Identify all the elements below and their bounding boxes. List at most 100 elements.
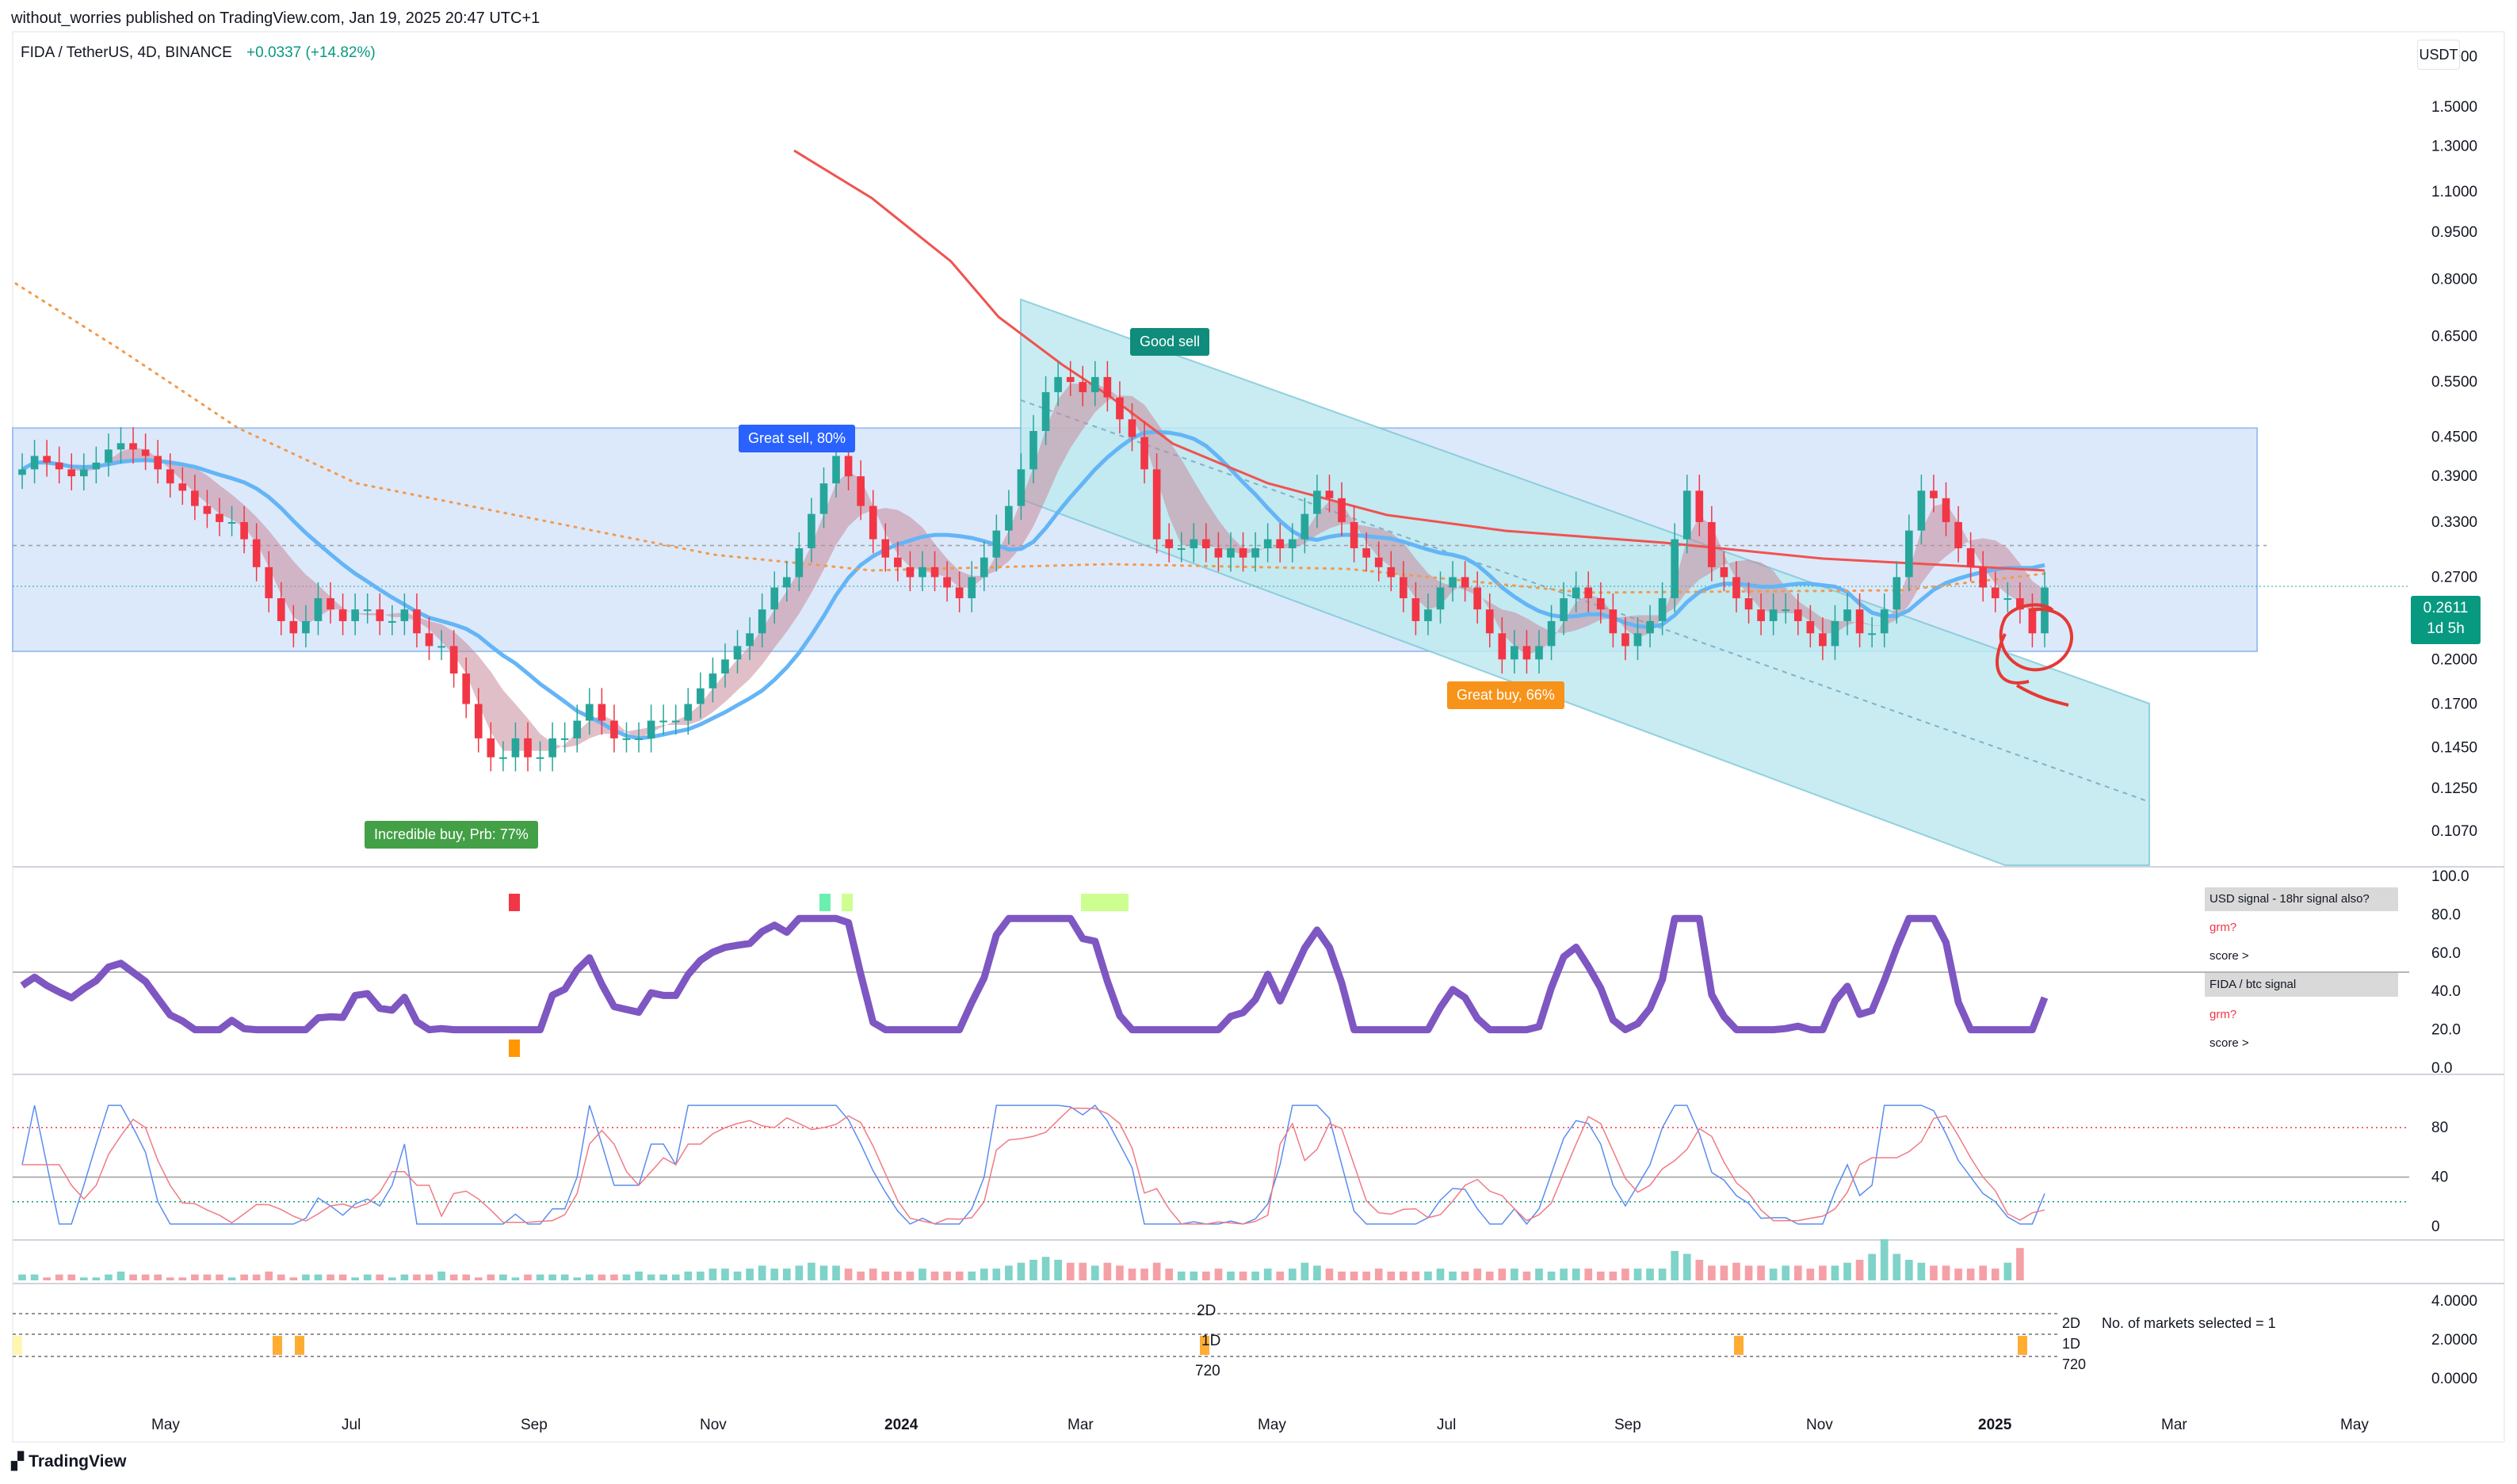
volume-bar xyxy=(1560,1268,1568,1280)
volume-bar xyxy=(1128,1268,1136,1280)
chart-frame xyxy=(12,31,2505,1443)
candle-body xyxy=(1880,609,1889,634)
volume-bar xyxy=(1954,1268,1962,1280)
oscillator-axis-label: 80.0 xyxy=(2431,906,2461,923)
volume-bar xyxy=(1411,1271,1420,1280)
volume-bar xyxy=(1152,1262,1161,1280)
price-axis-label: 1.5000 xyxy=(2431,99,2477,116)
volume-bar xyxy=(1855,1260,1864,1280)
candle-body xyxy=(2028,609,2037,634)
symbol-title[interactable]: FIDA / TetherUS, 4D, BINANCE xyxy=(21,44,232,61)
oscillator-axis-label: 0.0 xyxy=(2431,1060,2452,1077)
candle-body xyxy=(1905,530,1913,578)
candle-body xyxy=(67,469,76,477)
candle-body xyxy=(1165,539,1173,548)
time-axis-label: Nov xyxy=(700,1417,727,1433)
volume-bar xyxy=(1017,1262,1026,1280)
oscillator-axis-label: 100.0 xyxy=(2431,868,2469,885)
time-axis-label: Nov xyxy=(1806,1417,1833,1433)
volume-bar xyxy=(1806,1268,1815,1280)
table-score-2: score > xyxy=(2210,1036,2249,1050)
candle-body xyxy=(1066,376,1075,383)
candle-body xyxy=(536,757,544,759)
candle-body xyxy=(1152,469,1161,540)
candle-body xyxy=(449,646,458,674)
volume-bar xyxy=(1251,1271,1259,1280)
market-label-1d-right: 1D xyxy=(2062,1336,2081,1352)
time-axis-label: May xyxy=(151,1417,180,1433)
volume-bar xyxy=(1116,1265,1124,1280)
candle-body xyxy=(598,704,606,721)
candle-body xyxy=(1485,609,1494,634)
candle-body xyxy=(955,587,964,599)
price-axis-label: 0.2000 xyxy=(2431,651,2477,668)
candle-body xyxy=(1966,547,1975,567)
volume-bar xyxy=(1054,1260,1062,1280)
price-axis-label: 0.4500 xyxy=(2431,429,2477,446)
market-label-720: 720 xyxy=(1195,1363,1220,1379)
candle-body xyxy=(671,720,680,723)
candle-body xyxy=(129,443,137,450)
volume-bar xyxy=(166,1277,174,1280)
candle-body xyxy=(1400,577,1407,599)
candle-body xyxy=(684,704,693,721)
volume-bar xyxy=(992,1268,1001,1280)
volume-bar xyxy=(487,1274,495,1280)
candle-body xyxy=(610,720,618,738)
time-axis-label: May xyxy=(1258,1417,1286,1433)
candle-body xyxy=(2003,598,2012,601)
volume-bar xyxy=(1374,1268,1383,1280)
volume-bar xyxy=(437,1271,445,1280)
time-axis-label: Sep xyxy=(521,1417,548,1433)
candle-body xyxy=(1461,577,1469,588)
volume-bar xyxy=(18,1274,26,1280)
volume-bar xyxy=(1682,1253,1691,1280)
volume-bar xyxy=(758,1265,766,1280)
candle-body xyxy=(1362,547,1370,558)
candle-body xyxy=(105,449,113,463)
price-axis-label: 0.3900 xyxy=(2431,468,2477,485)
candle-body xyxy=(30,456,39,470)
volume-bar xyxy=(819,1265,828,1280)
candle-body xyxy=(1424,609,1432,621)
candle-body xyxy=(191,490,199,506)
volume-bar xyxy=(930,1271,939,1280)
candle-body xyxy=(1954,521,1962,548)
candle-body xyxy=(351,609,359,621)
candle-body xyxy=(1116,397,1124,420)
volume-bar xyxy=(1720,1265,1728,1280)
candle-body xyxy=(647,720,655,738)
candle-body xyxy=(1596,598,1605,610)
volume-bar xyxy=(1930,1265,1938,1280)
volume-bar xyxy=(906,1271,915,1280)
oscillator-line xyxy=(20,914,2049,1034)
price-change: +0.0337 (+14.82%) xyxy=(246,44,376,61)
volume-bar xyxy=(1301,1262,1309,1280)
signal-great-sell: Great sell, 80% xyxy=(739,425,856,452)
candle-body xyxy=(1819,633,1827,647)
time-axis-label: Jul xyxy=(1437,1417,1456,1433)
signal-marker xyxy=(819,894,831,911)
volume-bar xyxy=(1584,1268,1593,1280)
price-axis-label: 0.1250 xyxy=(2431,780,2477,797)
candle-body xyxy=(1793,609,1802,621)
candle-body xyxy=(327,598,334,610)
candle-body xyxy=(1535,646,1543,660)
volume-bar xyxy=(1905,1260,1913,1280)
volume-bar xyxy=(1880,1239,1889,1280)
volume-bar xyxy=(425,1274,434,1280)
market-label-1d: 1D xyxy=(1201,1333,1221,1349)
last-price-tag: 0.2611 1d 5h xyxy=(2411,596,2481,644)
currency-button[interactable]: USDT xyxy=(2417,40,2460,70)
market-label-720-right: 720 xyxy=(2062,1356,2087,1372)
candle-body xyxy=(1621,633,1629,647)
volume-bar xyxy=(697,1271,705,1280)
ma-blue-line xyxy=(21,429,2045,741)
candle-body xyxy=(980,557,988,578)
candle-body xyxy=(1633,633,1642,647)
tradingview-logo[interactable]: ▞ TradingView xyxy=(11,1452,126,1471)
candle-body xyxy=(782,577,791,588)
volume-bar xyxy=(400,1274,409,1280)
markets-axis-label: 2.0000 xyxy=(2431,1332,2477,1349)
